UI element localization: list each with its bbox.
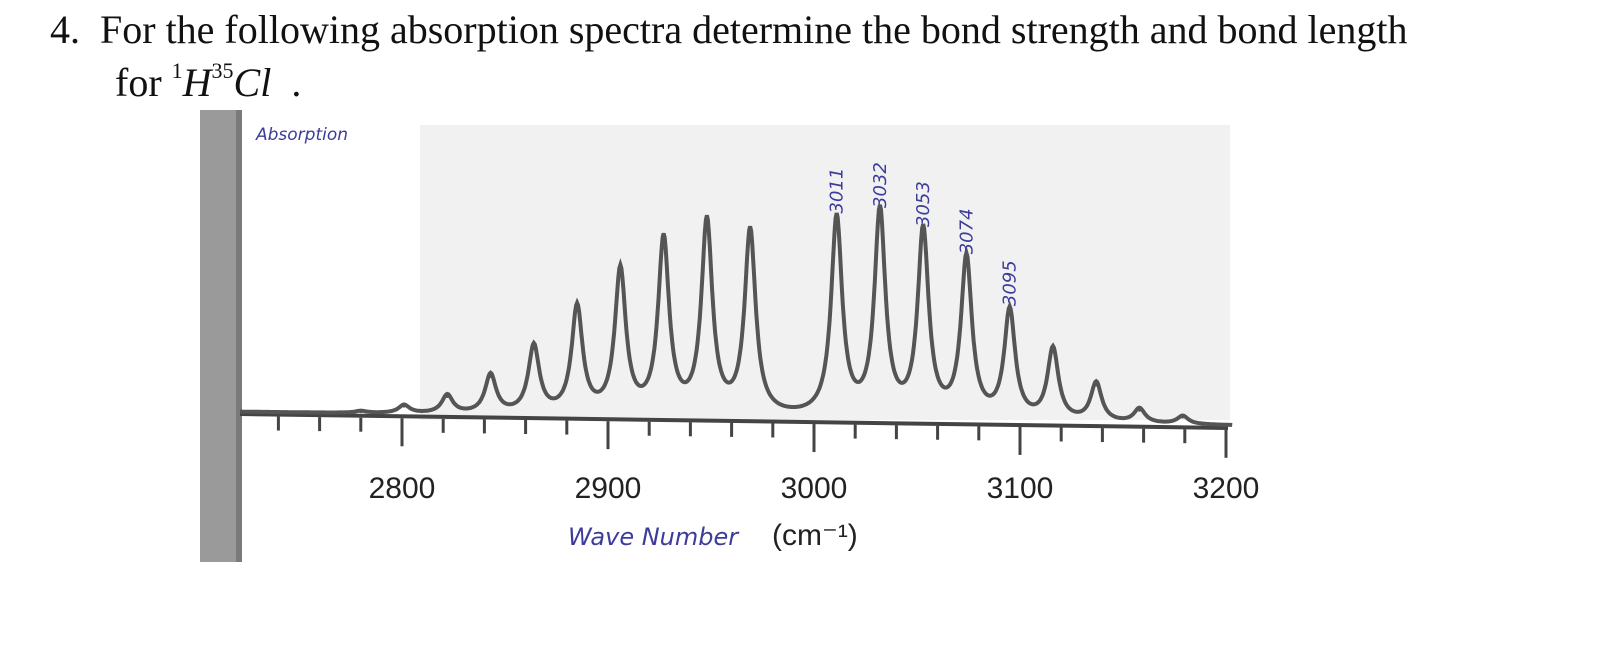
peak-point (445, 394, 449, 398)
peak-point (532, 346, 536, 350)
peak-annotation: 3032 (870, 162, 891, 208)
peak-point (1181, 415, 1185, 419)
peak-point (618, 272, 622, 276)
y-axis-bar (200, 110, 242, 562)
peak-point (1094, 383, 1098, 387)
x-tick-label: 3200 (1193, 472, 1260, 505)
peak-point (878, 214, 882, 218)
mass-number-h: 1 (171, 58, 183, 83)
atom-cl: Cl (233, 60, 272, 105)
x-axis-line (239, 412, 1229, 430)
x-tick-label: 3000 (781, 472, 848, 505)
peak-annotation: 3053 (913, 181, 934, 227)
peak-point (1137, 408, 1141, 412)
x-tick-label: 2800 (369, 472, 436, 505)
x-axis-label-handwritten: Wave Number (568, 523, 740, 551)
question-number: 4. (50, 7, 80, 52)
y-axis-label: Absorption (255, 125, 348, 145)
peak-point (662, 242, 666, 246)
peak-point (575, 308, 579, 312)
minor-ticks (276, 416, 1187, 444)
x-axis-unit: (cm⁻¹) (772, 519, 858, 552)
peak-annotation: 3095 (1000, 260, 1021, 306)
mass-number-cl: 35 (211, 58, 234, 83)
peak-point (921, 233, 925, 237)
x-tick-label: 3100 (987, 472, 1054, 505)
question-line-1: 4. For the following absorption spectra … (50, 6, 1408, 53)
peak-markers (359, 214, 1185, 419)
atom-h: H (182, 60, 212, 105)
peak-point (359, 410, 363, 414)
question-period: . (291, 60, 302, 105)
spectrum-trace (240, 204, 1233, 427)
peak-point (402, 404, 406, 408)
peak-point (835, 220, 839, 224)
peak-annotation: 3074 (956, 208, 977, 254)
peak-point (1051, 350, 1055, 354)
y-axis-edge (236, 110, 242, 562)
peak-annotations: 3011 3032 3053 3074 3095 (827, 162, 1021, 306)
peak-point (964, 260, 968, 264)
peak-point (748, 233, 752, 237)
major-ticks: 2800 2900 3000 3100 3200 (369, 418, 1260, 505)
peak-point (489, 375, 493, 379)
question-text: For the following absorption spectra det… (100, 7, 1408, 52)
x-tick-label: 2900 (575, 472, 642, 505)
peak-point (705, 224, 709, 228)
question-line-2: for 1H35Cl . (115, 58, 301, 106)
peak-point (1008, 312, 1012, 316)
peak-annotation: 3011 (827, 168, 848, 214)
question-for: for (115, 60, 162, 105)
